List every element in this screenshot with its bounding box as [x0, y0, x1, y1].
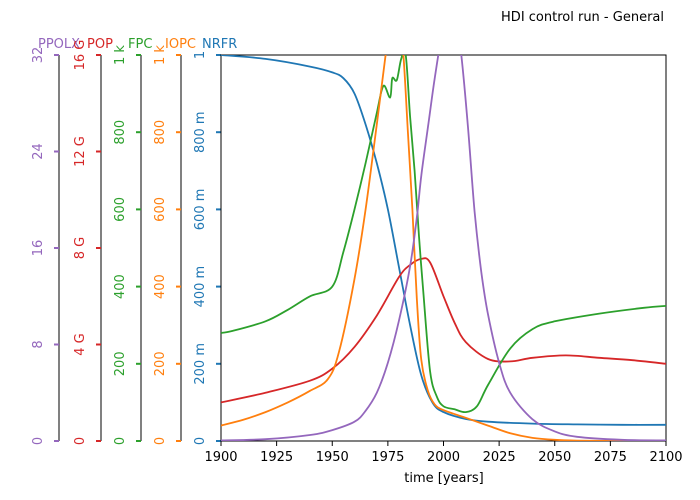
- series-line-nrfr: [221, 55, 666, 426]
- x-tick-label: 2100: [649, 450, 682, 465]
- axis-legend-nrfr: NRFR: [202, 37, 237, 52]
- y-tick-label-iopc: 800: [153, 120, 168, 145]
- y-tick-label-nrfr: 800 m: [193, 111, 208, 153]
- y-tick-label-pop: 4 G: [73, 333, 88, 355]
- axis-legend-iopc: IOPC: [165, 37, 196, 52]
- y-tick-label-nrfr: 600 m: [193, 189, 208, 231]
- axis-legend-ppolx: PPOLX: [38, 37, 80, 52]
- y-tick-label-iopc: 0: [153, 437, 168, 445]
- y-tick-label-nrfr: 1: [193, 51, 208, 59]
- y-tick-label-fpc: 600: [113, 197, 128, 222]
- y-tick-label-iopc: 200: [153, 351, 168, 376]
- y-tick-label-ppolx: 24: [31, 143, 46, 160]
- series-line-iopc: [221, 55, 666, 441]
- x-tick-label: 2000: [427, 450, 460, 465]
- y-tick-label-nrfr: 200 m: [193, 343, 208, 385]
- y-tick-label-ppolx: 8: [31, 340, 46, 348]
- y-tick-label-iopc: 600: [153, 197, 168, 222]
- y-tick-label-pop: 16 G: [73, 40, 88, 71]
- y-axis-nrfr: 0 200 m 400 m 600 m 800 m 1: [193, 51, 221, 445]
- x-tick-label: 2050: [538, 450, 571, 465]
- plot-frame: [220, 54, 667, 442]
- x-axis-label: time [years]: [404, 471, 483, 486]
- y-tick-label-iopc: 400: [153, 274, 168, 299]
- x-tick-label: 1900: [204, 450, 237, 465]
- y-tick-label-fpc: 400: [113, 274, 128, 299]
- y-axis-pop: 0 4 G 8 G 12 G 16 G: [73, 40, 102, 445]
- y-tick-label-pop: 8 G: [73, 237, 88, 259]
- y-tick-label-fpc: 200: [113, 351, 128, 376]
- x-tick-label: 1975: [371, 450, 404, 465]
- y-tick-label-ppolx: 32: [31, 47, 46, 64]
- plot-area: 1900 1925 1950 1975 2000 2025 2050 2075 2100: [204, 54, 683, 465]
- y-tick-label-iopc: 1 k: [153, 45, 168, 65]
- series-line-fpc: [221, 55, 666, 414]
- axis-legend-fpc: FPC: [128, 37, 152, 52]
- x-tick-label: 2075: [594, 450, 627, 465]
- axis-legend: PPOLX POP FPC IOPC NRFR: [38, 37, 237, 52]
- series-line-ppolx: [221, 55, 666, 441]
- y-tick-label-fpc: 800: [113, 120, 128, 145]
- y-axis-ppolx: 0 8 16 24 32: [31, 47, 60, 445]
- y-tick-label-pop: 0: [73, 437, 88, 445]
- y-tick-label-fpc: 0: [113, 437, 128, 445]
- series-line-pop: [221, 257, 666, 404]
- y-tick-label-nrfr: 0: [193, 437, 208, 445]
- y-tick-label-fpc: 1 k: [113, 45, 128, 65]
- y-axis-fpc: 0 200 400 600 800 1 k: [113, 45, 142, 445]
- x-tick-label: 2025: [483, 450, 516, 465]
- chart-title: HDI control run - General: [501, 10, 664, 25]
- x-tick-label: 1925: [260, 450, 293, 465]
- y-tick-label-ppolx: 0: [31, 437, 46, 445]
- axis-legend-pop: POP: [87, 37, 113, 52]
- y-tick-label-ppolx: 16: [31, 240, 46, 257]
- y-tick-label-nrfr: 400 m: [193, 266, 208, 308]
- y-axis-iopc: 0 200 400 600 800 1 k: [153, 45, 182, 445]
- x-tick-label: 1950: [316, 450, 349, 465]
- y-tick-label-pop: 12 G: [73, 136, 88, 167]
